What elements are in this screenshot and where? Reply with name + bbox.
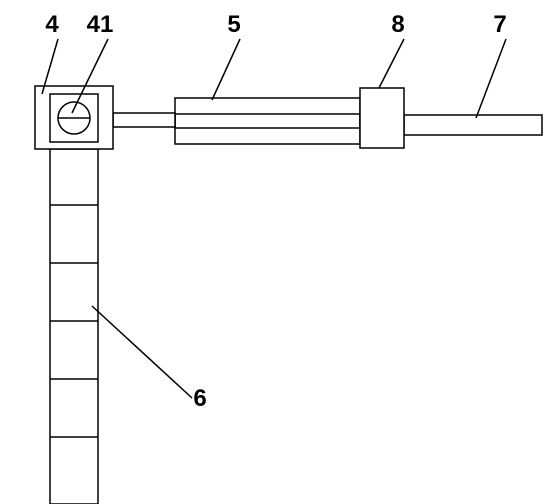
part-7-shaft <box>404 115 542 135</box>
leader-ref5 <box>212 39 240 100</box>
label-ref7: 7 <box>493 11 506 38</box>
label-ref8: 8 <box>391 11 404 38</box>
label-ref6: 6 <box>193 385 206 412</box>
shaft-4-to-5 <box>113 113 175 127</box>
leader-ref8 <box>379 39 404 88</box>
part-6-column <box>50 149 98 504</box>
part-8-block <box>360 88 404 148</box>
label-ref4: 4 <box>45 11 59 38</box>
part-5-body <box>175 98 360 144</box>
labels: 4 41 5 8 7 6 <box>42 11 507 412</box>
label-ref41: 41 <box>87 11 114 38</box>
label-ref5: 5 <box>227 11 240 38</box>
leader-ref7 <box>476 39 506 118</box>
leader-ref6 <box>92 306 192 398</box>
